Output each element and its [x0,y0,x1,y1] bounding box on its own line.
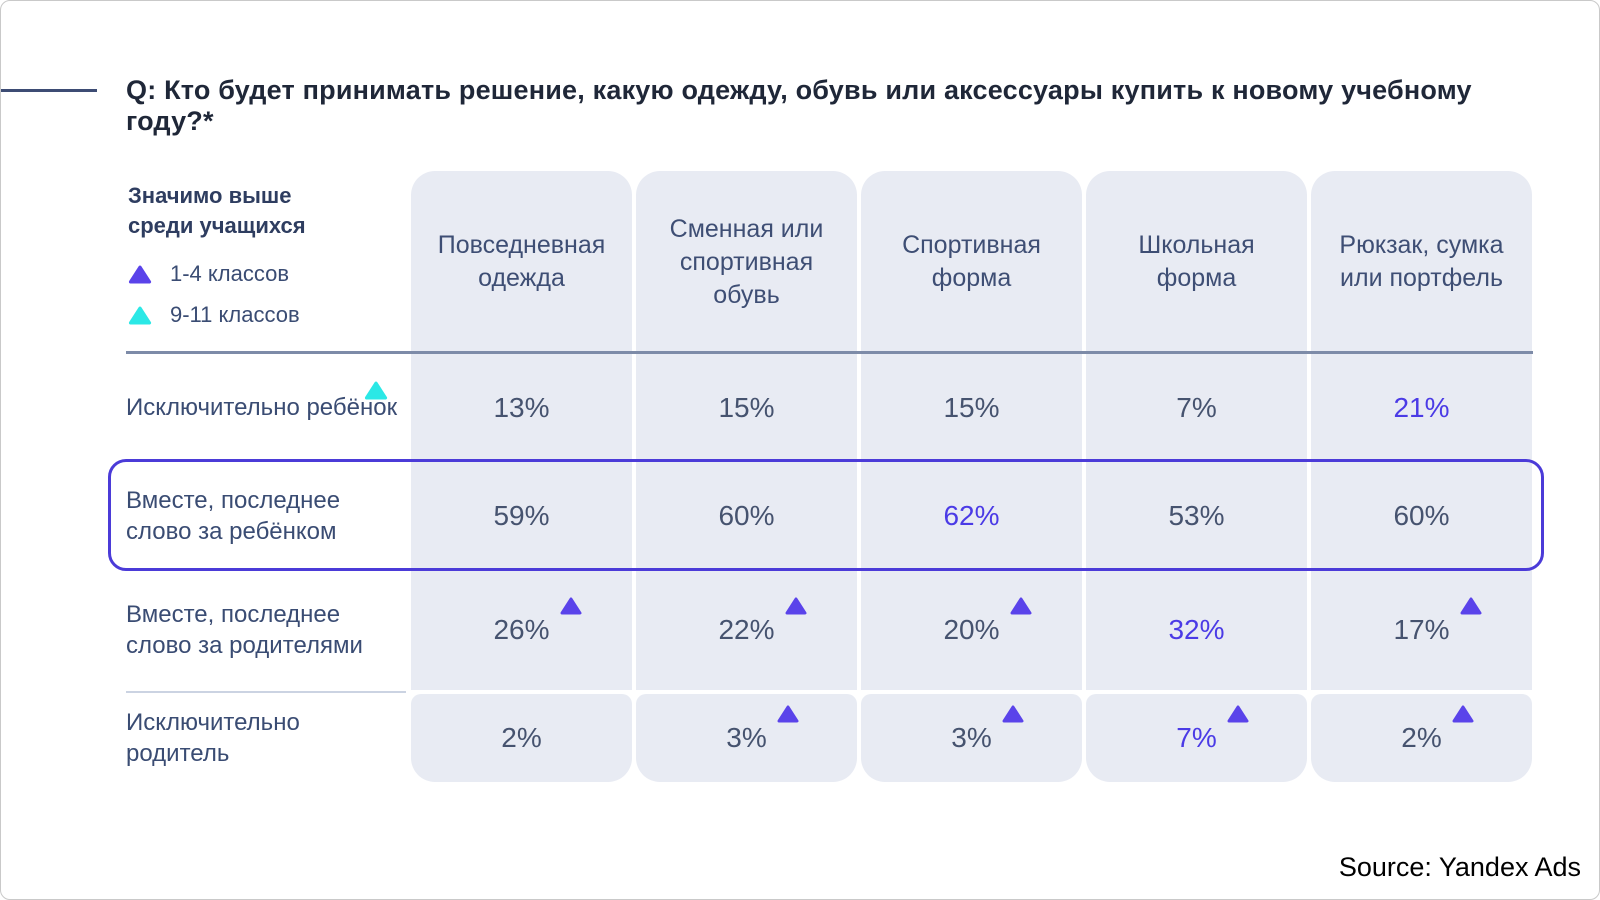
column-header: Повседневная одежда [411,171,632,353]
table-cell: 60% [1311,462,1532,569]
legend-heading-line1: Значимо выше [128,183,292,208]
table-cell: 53% [1086,462,1307,569]
cell-value: 20% [943,613,1000,645]
legend-heading-line2: среди учащихся [128,213,306,238]
triangle-up-icon-1-4 [1460,597,1482,614]
triangle-up-icon-1-4 [785,597,807,614]
column-header-text: Рюкзак, сумка или портфель [1339,231,1504,292]
cell-value: 15% [718,391,775,423]
cell-value: 21% [1393,391,1450,423]
table-cell: 17% [1311,569,1532,690]
cell-value: 3% [951,722,992,753]
cell-value: 26% [493,613,550,645]
column-header: Спортивная форма [861,171,1082,353]
column-header-text: Повседневная одежда [437,231,606,292]
table-cell: 26% [411,569,632,690]
table-cell: 15% [636,353,857,462]
table-cell: 62% [861,462,1082,569]
header-divider-line [126,351,1533,354]
table-cell: 3% [636,694,857,782]
question-title: Q: Кто будет принимать решение, какую од… [126,75,1472,136]
cell-value: 53% [1168,499,1225,531]
source-credit: Source: Yandex Ads [1338,852,1581,882]
table-column: Сменная или спортивная обувь 15% 60% 22% 3% [636,171,857,783]
row-label-text: Исключительно родитель [126,709,300,767]
table-column: Повседневная одежда 13% 59% 26% 2% [411,171,632,783]
cell-value: 32% [1168,613,1225,645]
legend-item: 1-4 классов [128,261,428,287]
table-column: Спортивная форма 15% 62% 20% 3% [861,171,1082,783]
triangle-up-icon-1-4 [1002,705,1024,723]
column-header: Школьная форма [1086,171,1307,353]
cell-value: 13% [493,391,550,423]
cell-value: 15% [943,391,1000,423]
table-cell: 3% [861,694,1082,782]
row-label: Вместе, последнее слово за ребёнком [126,462,406,569]
legend-item-label: 1-4 классов [170,261,290,286]
cell-value: 7% [1176,722,1217,753]
cell-value: 59% [493,499,550,531]
table-cell: 32% [1086,569,1307,690]
legend-item: 9-11 классов [128,302,428,328]
table-cell: 60% [636,462,857,569]
row-label-text: Исключительно ребёнок [126,394,398,421]
table-cell: 59% [411,462,632,569]
row-label-text: Вместе, последнее слово за ребёнком [126,486,341,545]
row-label-text: Вместе, последнее слово за родителями [126,600,363,659]
legend-item-label: 9-11 классов [170,302,300,327]
legend-items: 1-4 классов 9-11 классов [128,261,428,328]
cell-value: 17% [1393,613,1450,645]
triangle-up-icon [128,265,152,283]
row-label: Вместе, последнее слово за родителями [126,569,406,690]
column-header: Сменная или спортивная обувь [636,171,857,353]
cell-value: 60% [1393,499,1450,531]
table-column: Школьная форма 7% 53% 32% 7% [1086,171,1307,783]
triangle-up-icon-1-4 [1227,705,1249,723]
cell-value: 62% [943,499,1000,531]
table-cell: 22% [636,569,857,690]
table-cell: 20% [861,569,1082,690]
row-label: Исключительно родитель [126,694,406,782]
triangle-up-icon-9-11 [364,381,388,400]
cell-value: 3% [726,722,767,753]
column-header: Рюкзак, сумка или портфель [1311,171,1532,353]
triangle-up-icon-1-4 [777,705,799,723]
column-header-text: Школьная форма [1138,231,1255,292]
legend-heading: Значимо выше среди учащихся [128,181,428,241]
survey-table: Повседневная одежда 13% 59% 26% 2% Сменная ил… [108,171,1544,783]
accent-line [1,89,97,92]
table-cell: 7% [1086,694,1307,782]
cell-value: 22% [718,613,775,645]
triangle-up-icon-1-4 [1010,597,1032,614]
cell-value: 60% [718,499,775,531]
column-header-text: Спортивная форма [902,231,1041,292]
cell-value: 2% [501,722,542,753]
table-cell: 15% [861,353,1082,462]
table-cell: 13% [411,353,632,462]
cell-value: 2% [1401,722,1442,753]
legend: Значимо выше среди учащихся 1-4 классов 9… [128,181,428,343]
table-cell: 7% [1086,353,1307,462]
cell-value: 7% [1176,391,1217,423]
table-cell: 2% [411,694,632,782]
row-label: Исключительно ребёнок [126,353,406,462]
row-divider-line [126,691,406,693]
table-column: Рюкзак, сумка или портфель 21% 60% 17% 2% [1311,171,1532,783]
table-cell: 2% [1311,694,1532,782]
triangle-up-icon-1-4 [560,597,582,614]
column-header-text: Сменная или спортивная обувь [669,214,824,309]
table-cell: 21% [1311,353,1532,462]
triangle-up-icon-1-4 [1452,705,1474,723]
triangle-up-icon [128,306,152,324]
